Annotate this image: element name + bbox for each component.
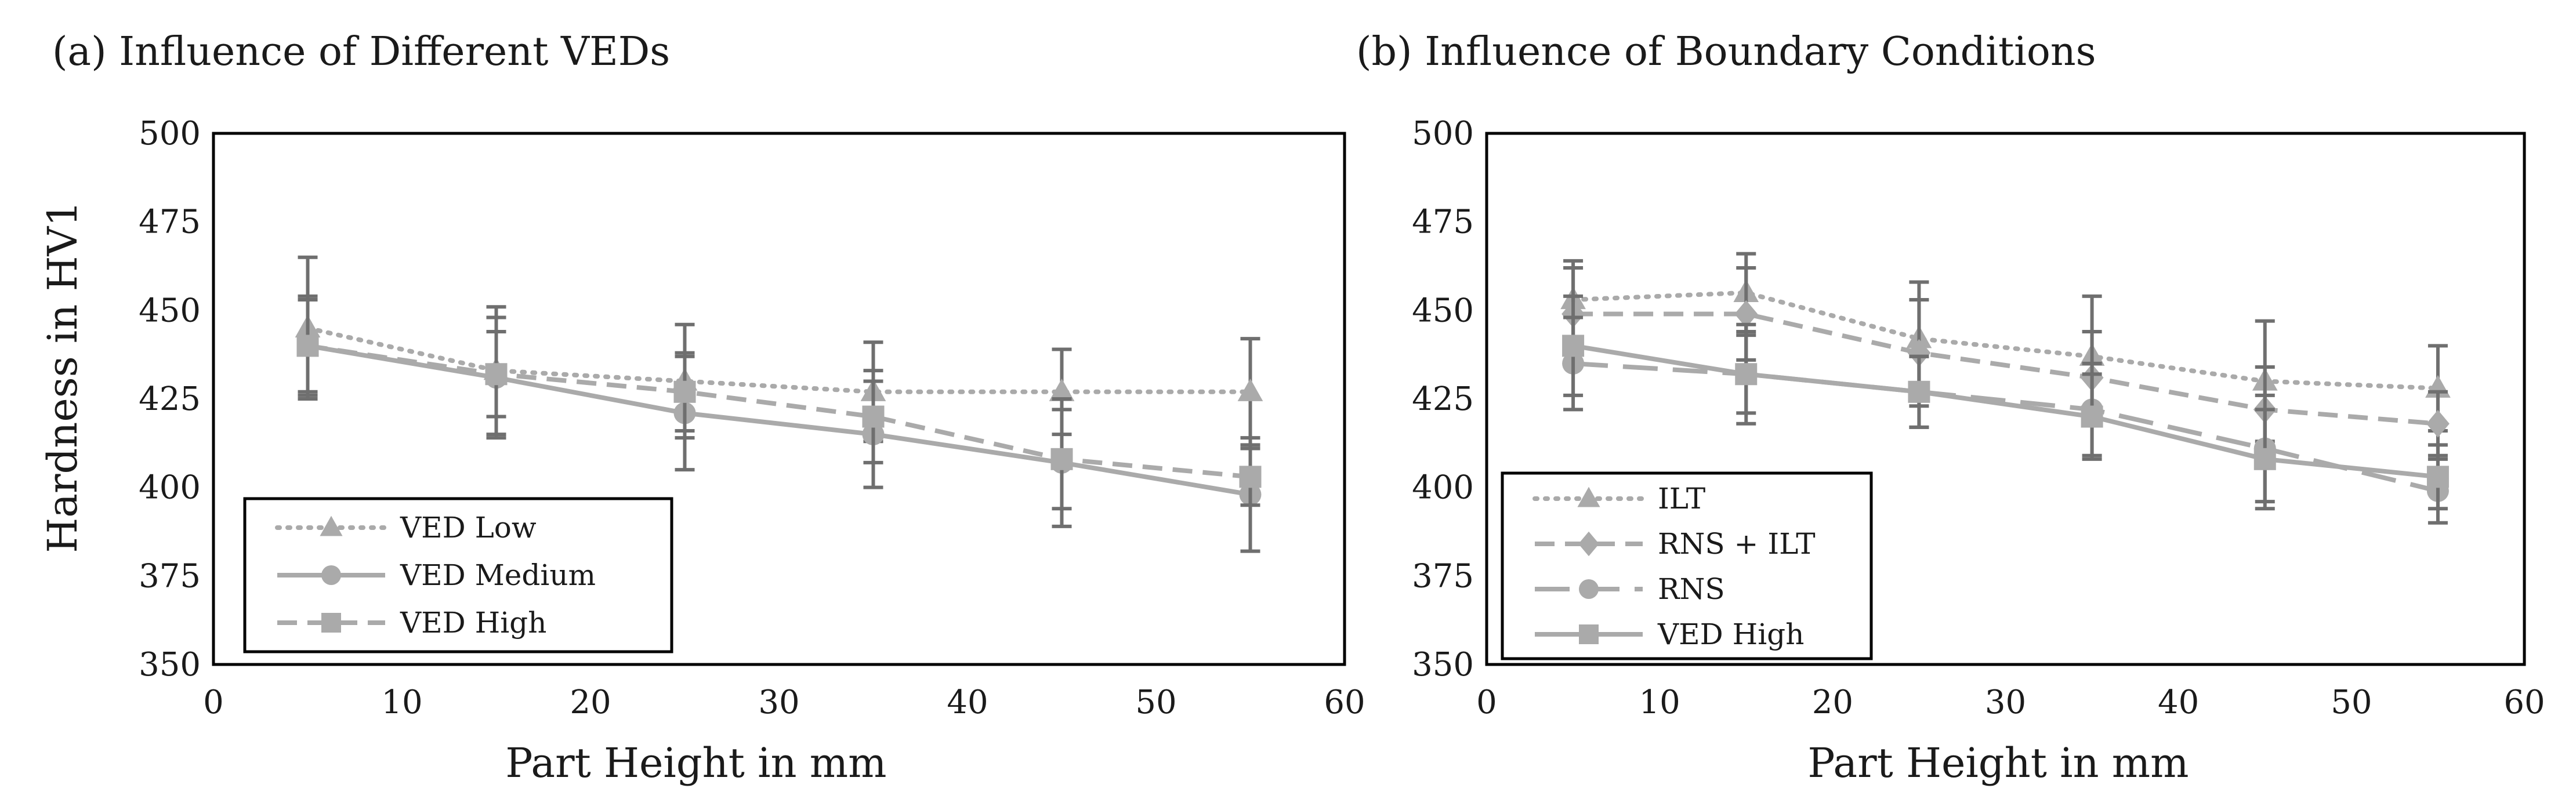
panel-b-x-tick-label: 30: [1985, 684, 2026, 721]
panel-b-y-tick-label: 400: [1412, 469, 1474, 507]
data-point: [2426, 466, 2449, 488]
panel-b-plot-frame: [1485, 132, 2526, 666]
series-line: [1573, 311, 2439, 426]
panel-b-title: (b) Influence of Boundary Conditions: [1356, 29, 2096, 75]
data-point: [2426, 409, 2450, 438]
series-line: [1573, 343, 2439, 480]
panel-a-y-tick-label: 350: [139, 646, 201, 684]
legend-label: VED Medium: [400, 558, 596, 592]
panel-a-y-tick-label: 400: [139, 469, 201, 507]
panel-a-y-tick-label: 475: [139, 204, 201, 241]
data-point: [1907, 339, 1931, 367]
panel-b-x-tick-label: 60: [2503, 684, 2545, 721]
series-line: [305, 325, 1253, 394]
legend-marker: [321, 565, 341, 585]
panel-b-y-tick-label: 350: [1412, 646, 1474, 684]
legend-marker: [1578, 531, 1599, 557]
panel-b-x-tick-label: 40: [2158, 684, 2199, 721]
legend-marker: [1577, 486, 1600, 507]
legend-label: VED High: [400, 606, 546, 640]
legend-label: VED Low: [400, 511, 537, 544]
panel-b-y-tick-label: 425: [1412, 380, 1474, 418]
panel-b-y-tick-label: 375: [1412, 557, 1474, 595]
panel-a-x-tick-label: 0: [203, 684, 224, 721]
legend-marker: [1579, 579, 1599, 599]
panel-a-x-tick-label: 50: [1135, 684, 1176, 721]
panel-b-series-ilt: [1560, 252, 2451, 444]
legend-marker: [320, 515, 343, 536]
legend-label: VED High: [1657, 618, 1804, 651]
legend-marker: [1579, 624, 1599, 644]
panel-a-chart: 350 375 400 425 450 475 500 0 10 20 30 40 50 60 VED Lo…: [139, 115, 1365, 721]
data-point: [1237, 378, 1263, 401]
panel-b-y-tick-label: 475: [1412, 204, 1474, 241]
panel-b-chart: 350 375 400 425 450 475 500 0 10 20 30 40 50 60 ILT RNS…: [1412, 115, 2545, 721]
panel-a-x-tick-label: 40: [947, 684, 988, 721]
panel-a-x-tick-label: 30: [758, 684, 799, 721]
panel-a-x-axis-label: Part Height in mm: [505, 739, 886, 787]
panel-a-y-tick-label: 375: [139, 557, 201, 595]
panel-a-x-tick-label: 60: [1324, 684, 1365, 721]
panel-a-title: (a) Influence of Different VEDs: [52, 29, 670, 75]
panel-a-series-ved-low: [295, 255, 1263, 447]
panel-a-y-tick-label: 450: [139, 292, 201, 329]
legend-label: ILT: [1658, 482, 1705, 515]
series-line: [1571, 290, 2440, 391]
panel-b-x-tick-label: 20: [1812, 684, 1853, 721]
panel-a-y-axis-label: Hardness in HV1: [39, 201, 86, 553]
data-point: [485, 363, 508, 386]
legend-label: RNS + ILT: [1658, 527, 1816, 561]
legend-marker: [321, 613, 341, 633]
data-point: [2081, 405, 2103, 428]
panel-b-x-axis-label: Part Height in mm: [1807, 739, 2189, 787]
legend-frame: [1501, 471, 1873, 660]
panel-b-y-tick-label: 500: [1412, 115, 1474, 152]
panel-a-x-tick-label: 10: [381, 684, 422, 721]
series-line: [307, 343, 1251, 480]
data-point: [2253, 448, 2276, 470]
data-point: [673, 380, 696, 403]
data-point: [1908, 380, 1930, 403]
panel-a-plot-frame: [212, 132, 1346, 666]
data-point: [296, 335, 319, 357]
panel-b-x-tick-label: 0: [1476, 684, 1497, 721]
panel-b-x-tick-label: 50: [2331, 684, 2372, 721]
data-point: [1734, 300, 1758, 328]
panel-b-series-rns-ilt: [1561, 266, 2450, 457]
panel-a-legend: VED Low VED Medium VED High: [243, 497, 673, 653]
panel-b-y-tick-label: 450: [1412, 292, 1474, 329]
data-point: [1735, 363, 1758, 386]
legend-label: RNS: [1658, 572, 1725, 606]
data-point: [1049, 378, 1075, 401]
series-line: [1573, 361, 2439, 493]
panel-b-x-tick-label: 10: [1639, 684, 1680, 721]
panel-a-y-tick-label: 425: [139, 380, 201, 418]
panel-b-legend: ILT RNS + ILT RNS VED High: [1501, 471, 1873, 660]
data-point: [1050, 448, 1073, 470]
data-point: [1239, 466, 1262, 488]
panel-b-series-ved-high: [1562, 294, 2449, 511]
panel-a-series-ved-high: [296, 298, 1262, 511]
panel-a-x-tick-label: 20: [570, 684, 611, 721]
panel-a-y-tick-label: 500: [139, 115, 201, 152]
series-line: [307, 343, 1251, 497]
data-point: [862, 405, 885, 428]
data-point: [1562, 335, 1585, 357]
